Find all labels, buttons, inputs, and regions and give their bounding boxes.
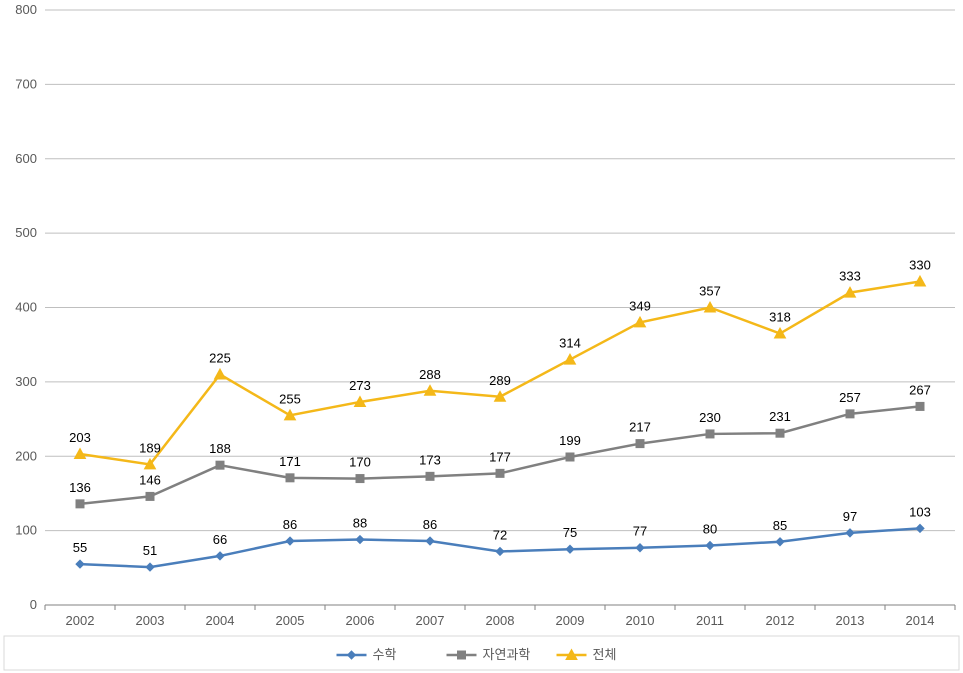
data-label: 189	[139, 440, 161, 455]
x-tick-label: 2009	[556, 613, 585, 628]
data-label: 88	[353, 516, 367, 531]
marker-square	[356, 475, 364, 483]
data-label: 171	[279, 454, 301, 469]
y-tick-label: 200	[15, 448, 37, 463]
marker-diamond	[216, 552, 224, 560]
data-label: 136	[69, 480, 91, 495]
marker-square	[426, 472, 434, 480]
marker-diamond	[76, 560, 84, 568]
x-tick-label: 2013	[836, 613, 865, 628]
marker-diamond	[566, 545, 574, 553]
marker-triangle	[565, 354, 576, 364]
data-label: 314	[559, 336, 581, 351]
marker-diamond	[348, 651, 356, 659]
line-chart-container: 0 100 200 300 400 500 600 700 800 2002 2003 2004 200…	[0, 0, 963, 673]
x-tick-label: 2003	[136, 613, 165, 628]
data-label: 77	[633, 524, 647, 539]
data-label: 333	[839, 269, 861, 284]
marker-square	[286, 474, 294, 482]
marker-square	[776, 429, 784, 437]
marker-square	[566, 453, 574, 461]
marker-triangle	[215, 369, 226, 379]
y-tick-label: 500	[15, 225, 37, 240]
x-tick-label: 2007	[416, 613, 445, 628]
data-label: 66	[213, 532, 227, 547]
data-label: 188	[209, 441, 231, 456]
y-tick-label: 700	[15, 76, 37, 91]
data-label: 86	[283, 517, 297, 532]
x-tick-label: 2002	[66, 613, 95, 628]
data-label: 75	[563, 525, 577, 540]
data-label: 273	[349, 378, 371, 393]
data-label: 203	[69, 430, 91, 445]
marker-diamond	[426, 537, 434, 545]
y-tick-label: 100	[15, 523, 37, 538]
data-label: 289	[489, 373, 511, 388]
data-label: 55	[73, 540, 87, 555]
data-label: 231	[769, 409, 791, 424]
marker-diamond	[636, 544, 644, 552]
data-label: 86	[423, 517, 437, 532]
data-label: 255	[279, 391, 301, 406]
x-tick-label: 2008	[486, 613, 515, 628]
data-label: 288	[419, 367, 441, 382]
legend-label: 수학	[373, 647, 397, 662]
data-label: 97	[843, 509, 857, 524]
marker-diamond	[776, 538, 784, 546]
marker-diamond	[286, 537, 294, 545]
x-tick-label: 2005	[276, 613, 305, 628]
marker-square	[916, 402, 924, 410]
marker-square	[706, 430, 714, 438]
marker-diamond	[916, 524, 924, 532]
data-label: 230	[699, 410, 721, 425]
x-tick-label: 2014	[906, 613, 935, 628]
marker-square	[76, 500, 84, 508]
marker-diamond	[496, 547, 504, 555]
marker-square	[496, 469, 504, 477]
data-label: 217	[629, 420, 651, 435]
data-label: 51	[143, 543, 157, 558]
marker-diamond	[846, 529, 854, 537]
data-label: 72	[493, 527, 507, 542]
data-label: 103	[909, 504, 931, 519]
data-label: 318	[769, 310, 791, 325]
data-label: 225	[209, 350, 231, 365]
legend-label: 전체	[593, 647, 617, 662]
y-tick-label: 0	[30, 597, 37, 612]
data-label: 199	[559, 433, 581, 448]
data-label: 330	[909, 257, 931, 272]
y-tick-label: 300	[15, 374, 37, 389]
chart-svg: 0 100 200 300 400 500 600 700 800 2002 2003 2004 200…	[0, 0, 963, 673]
legend-label: 자연과학	[483, 647, 531, 662]
marker-diamond	[356, 536, 364, 544]
marker-diamond	[146, 563, 154, 571]
marker-diamond	[706, 542, 714, 550]
data-label: 177	[489, 449, 511, 464]
data-label: 257	[839, 390, 861, 405]
x-tick-label: 2011	[696, 613, 724, 628]
legend-box	[4, 636, 959, 670]
data-label: 267	[909, 382, 931, 397]
y-tick-label: 600	[15, 151, 37, 166]
data-label: 173	[419, 452, 441, 467]
y-tick-label: 800	[15, 2, 37, 17]
data-label: 357	[699, 284, 721, 299]
x-tick-label: 2010	[626, 613, 655, 628]
data-label: 85	[773, 518, 787, 533]
x-tick-label: 2012	[766, 613, 795, 628]
data-label: 80	[703, 522, 717, 537]
marker-square	[216, 461, 224, 469]
data-label: 349	[629, 298, 651, 313]
data-label: 170	[349, 455, 371, 470]
marker-square	[146, 492, 154, 500]
x-tick-label: 2004	[206, 613, 235, 628]
marker-square	[846, 410, 854, 418]
marker-square	[458, 651, 466, 659]
y-tick-label: 400	[15, 300, 37, 315]
marker-square	[636, 440, 644, 448]
x-tick-label: 2006	[346, 613, 375, 628]
data-label: 146	[139, 472, 161, 487]
